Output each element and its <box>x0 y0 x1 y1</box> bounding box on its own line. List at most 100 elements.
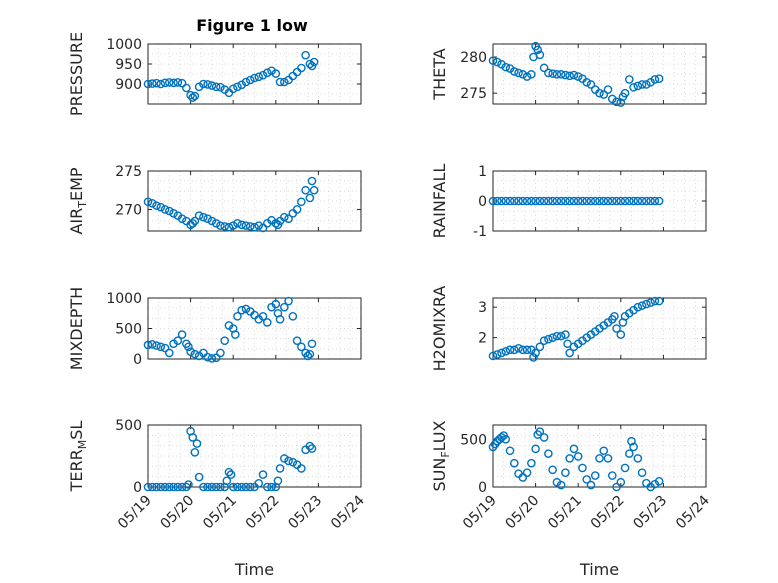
data-point <box>147 199 157 208</box>
subplot-sun-flux: 0 500 05/19 05/20 05/21 05/22 05/23 05/24 SUNFLU… <box>430 420 713 579</box>
y-axis-label: THETA <box>430 48 449 100</box>
data-point <box>147 79 157 88</box>
data-point <box>586 480 596 490</box>
data-point <box>620 88 630 98</box>
x-tick-label: 05/21 <box>545 493 585 533</box>
data-point <box>552 70 562 79</box>
data-point <box>616 196 626 206</box>
data-point <box>258 223 268 233</box>
data-point <box>505 196 515 206</box>
data-point <box>305 193 315 203</box>
data-point <box>199 482 208 492</box>
data-point <box>173 482 183 492</box>
data-point <box>582 78 592 87</box>
data-point <box>552 196 562 206</box>
data-point <box>188 93 198 102</box>
data-point <box>586 196 596 206</box>
data-point <box>241 482 251 492</box>
data-point <box>544 449 553 458</box>
data-point <box>233 482 242 492</box>
data-point <box>226 470 236 479</box>
data-point <box>245 482 255 492</box>
data-point <box>292 205 302 214</box>
data-point <box>254 72 264 82</box>
data-point <box>509 67 519 76</box>
data-point <box>188 433 198 442</box>
data-point <box>267 482 276 492</box>
data-point <box>533 45 543 55</box>
data-point <box>143 340 153 350</box>
data-point <box>222 476 232 486</box>
data-point <box>552 331 562 341</box>
y-tick-label: 0 <box>133 480 142 496</box>
subplot-h2omixra: 2 3 H2OMIXRA <box>430 286 707 371</box>
data-point <box>194 82 204 92</box>
data-point <box>280 454 289 463</box>
x-tick-label: 05/24 <box>673 492 713 532</box>
data-point <box>199 79 208 89</box>
y-axis-label: SUNFLUX <box>430 420 452 491</box>
data-point <box>203 482 212 492</box>
data-point <box>297 63 306 73</box>
data-point <box>535 427 545 436</box>
data-point <box>654 196 664 206</box>
data-point <box>273 476 283 486</box>
data-point <box>152 78 161 88</box>
data-point <box>237 80 247 90</box>
subplot-mixdepth: 0 500 1000 MIXDEPTH <box>67 287 362 370</box>
data-point <box>616 330 626 339</box>
data-point <box>518 345 528 355</box>
data-point <box>629 442 638 452</box>
data-point <box>194 211 204 220</box>
data-point <box>160 482 170 492</box>
data-point <box>156 342 166 352</box>
figure-title: Figure 1 low <box>196 16 308 35</box>
data-point <box>535 342 545 352</box>
data-point <box>509 345 519 355</box>
data-point <box>548 333 557 342</box>
data-point <box>288 457 298 467</box>
axes-box <box>492 43 707 105</box>
data-point <box>220 222 229 231</box>
y-axis-label: MIXDEPTH <box>67 287 86 370</box>
data-point <box>275 315 285 324</box>
data-point <box>288 311 298 321</box>
data-point <box>297 342 306 352</box>
data-point <box>518 473 528 482</box>
data-point <box>646 196 655 206</box>
data-point <box>514 196 523 206</box>
data-point <box>305 349 315 359</box>
axes-box <box>147 297 362 360</box>
y-tick-label: 500 <box>460 432 487 448</box>
data-point <box>297 197 306 207</box>
data-point <box>548 465 557 475</box>
data-point <box>586 80 596 89</box>
data-point <box>258 470 268 479</box>
data-series <box>143 176 319 233</box>
data-point <box>190 216 200 226</box>
data-point <box>548 69 557 78</box>
data-point <box>492 196 502 206</box>
data-point <box>607 196 617 206</box>
data-series <box>488 427 664 492</box>
data-point <box>539 196 549 206</box>
data-point <box>492 57 502 67</box>
data-point <box>156 202 166 212</box>
data-point <box>522 345 532 355</box>
data-point <box>556 70 566 79</box>
data-point <box>561 70 570 80</box>
y-tick-label: 500 <box>115 418 142 434</box>
data-series <box>488 41 664 107</box>
data-point <box>501 196 511 206</box>
data-point <box>267 66 276 76</box>
data-point <box>527 70 536 79</box>
data-point <box>280 302 289 312</box>
data-point <box>211 219 221 228</box>
data-point <box>284 296 293 306</box>
data-point <box>194 472 204 482</box>
data-point <box>241 304 251 314</box>
data-point <box>164 482 174 492</box>
data-point <box>309 57 319 67</box>
data-point <box>565 71 574 81</box>
data-point <box>569 444 579 454</box>
